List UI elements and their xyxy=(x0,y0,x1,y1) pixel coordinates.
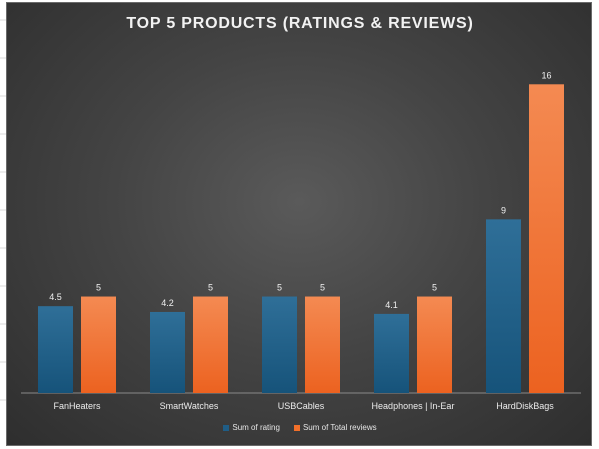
data-label-rating-0: 4.5 xyxy=(49,292,62,302)
bar-rating-4[interactable] xyxy=(486,219,521,393)
bar-rating-1[interactable] xyxy=(150,311,185,393)
legend-item-reviews: Sum of Total reviews xyxy=(293,423,377,432)
bar-chart: 4.5 5 FanHeaters 4.2 5 SmartWatches 5 5 USBCable… xyxy=(21,70,581,411)
legend-item-rating: Sum of rating xyxy=(223,423,280,432)
data-label-rating-2: 5 xyxy=(277,283,282,293)
x-tick-label-3: Headphones | In-Ear xyxy=(372,401,455,411)
bar-reviews-1[interactable] xyxy=(193,296,228,393)
data-label-reviews-1: 5 xyxy=(208,283,213,293)
x-tick-label-0: FanHeaters xyxy=(53,401,101,411)
legend-swatch-reviews xyxy=(293,424,300,431)
chart-title: TOP 5 PRODUCTS (RATINGS & REVIEWS) xyxy=(126,15,474,32)
data-label-reviews-2: 5 xyxy=(320,283,325,293)
x-tick-label-2: USBCables xyxy=(278,401,325,411)
bar-reviews-4[interactable] xyxy=(529,84,564,393)
legend-label-reviews: Sum of Total reviews xyxy=(302,423,377,432)
bar-reviews-3[interactable] xyxy=(417,296,452,393)
bar-rating-2[interactable] xyxy=(262,296,297,393)
data-label-rating-4: 9 xyxy=(501,205,506,215)
x-tick-label-4: HardDiskBags xyxy=(496,401,554,411)
chart-area[interactable]: TOP 5 PRODUCTS (RATINGS & REVIEWS) 4.5 5 F… xyxy=(6,2,592,446)
bar-rating-3[interactable] xyxy=(374,313,409,393)
data-label-reviews-0: 5 xyxy=(96,283,101,293)
bar-reviews-2[interactable] xyxy=(305,296,340,393)
bar-rating-0[interactable] xyxy=(38,306,73,393)
data-label-rating-3: 4.1 xyxy=(385,300,398,310)
x-tick-label-1: SmartWatches xyxy=(160,401,219,411)
legend: Sum of rating Sum of Total reviews xyxy=(7,423,593,432)
bar-reviews-0[interactable] xyxy=(81,296,116,393)
legend-swatch-rating xyxy=(223,424,230,431)
legend-label-rating: Sum of rating xyxy=(232,423,280,432)
data-label-reviews-3: 5 xyxy=(432,283,437,293)
data-label-rating-1: 4.2 xyxy=(161,298,174,308)
data-label-reviews-4: 16 xyxy=(541,70,551,80)
